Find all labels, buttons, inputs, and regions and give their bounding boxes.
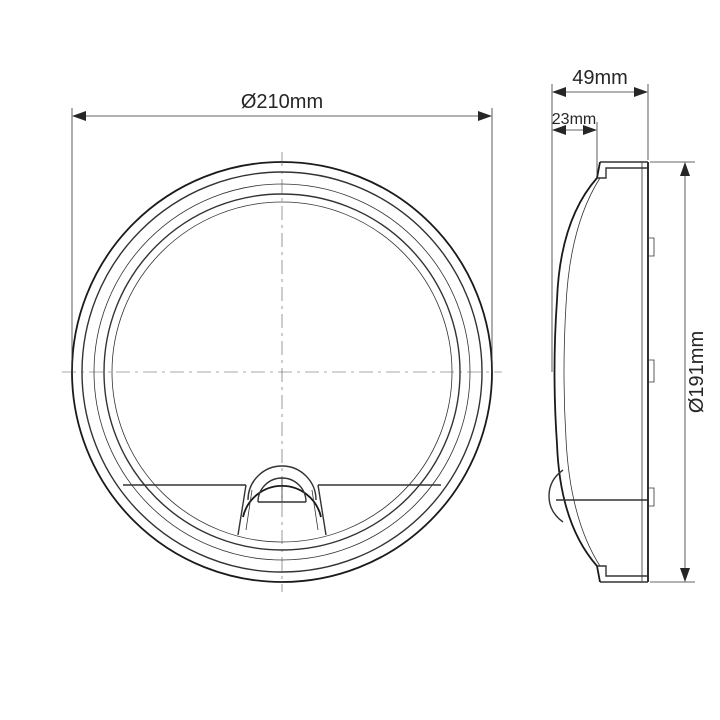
dim-diameter-210: Ø210mm <box>72 91 492 372</box>
dim-depth-23-label: 23mm <box>552 111 596 128</box>
side-view <box>549 162 654 582</box>
dim-depth-49-label: 49mm <box>572 67 628 89</box>
front-view <box>62 152 502 592</box>
dim-height-191-label: Ø191mm <box>686 331 708 413</box>
dim-height-191: Ø191mm <box>650 162 708 582</box>
dim-depth-23: 23mm <box>552 111 597 176</box>
dim-diameter-210-label: Ø210mm <box>241 91 323 113</box>
